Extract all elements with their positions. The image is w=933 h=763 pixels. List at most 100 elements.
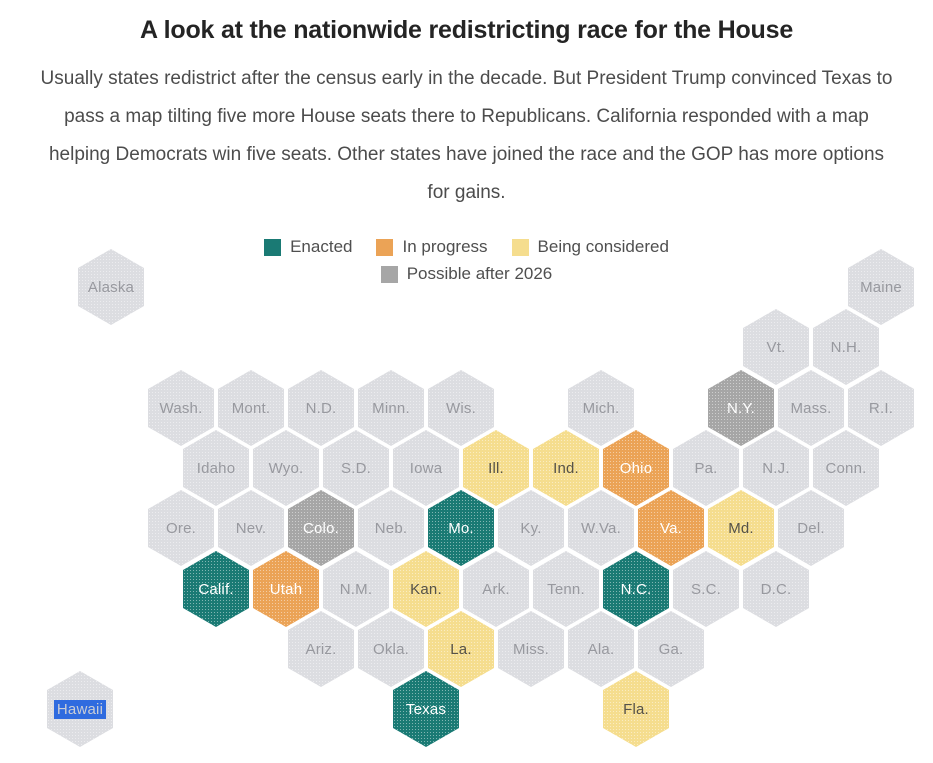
state-label: Utah xyxy=(269,580,303,598)
state-label: Conn. xyxy=(825,459,867,477)
state-hex-ohio[interactable]: Ohio xyxy=(603,430,669,506)
state-hex-la[interactable]: La. xyxy=(428,611,494,687)
state-hex-wva[interactable]: W.Va. xyxy=(568,490,634,566)
state-hex-ore[interactable]: Ore. xyxy=(148,490,214,566)
state-hex-mont[interactable]: Mont. xyxy=(218,370,284,446)
state-label: Miss. xyxy=(513,640,549,658)
state-label: N.H. xyxy=(830,338,862,356)
state-hex-vt[interactable]: Vt. xyxy=(743,309,809,385)
state-label: R.I. xyxy=(868,399,894,417)
state-label: N.M. xyxy=(339,580,373,598)
state-hex-alaska[interactable]: Alaska xyxy=(78,249,144,325)
state-hex-nm[interactable]: N.M. xyxy=(323,551,389,627)
state-hex-conn[interactable]: Conn. xyxy=(813,430,879,506)
state-label: Md. xyxy=(728,519,754,537)
legend-swatch-in_progress xyxy=(376,238,394,256)
state-label: Pa. xyxy=(694,459,718,477)
state-hex-calif[interactable]: Calif. xyxy=(183,551,249,627)
state-hex-ri[interactable]: R.I. xyxy=(848,370,914,446)
state-hex-wis[interactable]: Wis. xyxy=(428,370,494,446)
state-label: D.C. xyxy=(760,580,792,598)
state-label: Ga. xyxy=(658,640,684,658)
state-label: Texas xyxy=(405,700,447,718)
state-label: Calif. xyxy=(198,580,234,598)
state-hex-kan[interactable]: Kan. xyxy=(393,551,459,627)
state-hex-miss[interactable]: Miss. xyxy=(498,611,564,687)
state-hex-ny[interactable]: N.Y. xyxy=(708,370,774,446)
state-hex-colo[interactable]: Colo. xyxy=(288,490,354,566)
state-hex-ariz[interactable]: Ariz. xyxy=(288,611,354,687)
state-hex-wash[interactable]: Wash. xyxy=(148,370,214,446)
state-label: Minn. xyxy=(372,399,410,417)
legend-item-possible: Possible after 2026 xyxy=(380,264,553,284)
state-label: Ore. xyxy=(166,519,196,537)
state-hex-idaho[interactable]: Idaho xyxy=(183,430,249,506)
state-hex-ind[interactable]: Ind. xyxy=(533,430,599,506)
state-hex-nev[interactable]: Nev. xyxy=(218,490,284,566)
state-hex-mich[interactable]: Mich. xyxy=(568,370,634,446)
legend-swatch-considered xyxy=(511,238,529,256)
state-label: Mass. xyxy=(790,399,832,417)
state-label: Hawaii xyxy=(53,699,107,719)
state-hex-fla[interactable]: Fla. xyxy=(603,671,669,747)
state-hex-minn[interactable]: Minn. xyxy=(358,370,424,446)
selected-text-highlight: Hawaii xyxy=(53,699,107,719)
state-hex-maine[interactable]: Maine xyxy=(848,249,914,325)
state-hex-pa[interactable]: Pa. xyxy=(673,430,739,506)
state-hex-nh[interactable]: N.H. xyxy=(813,309,879,385)
state-label: Ohio xyxy=(619,459,653,477)
state-hex-nj[interactable]: N.J. xyxy=(743,430,809,506)
state-hex-ky[interactable]: Ky. xyxy=(498,490,564,566)
state-hex-ga[interactable]: Ga. xyxy=(638,611,704,687)
state-label: N.C. xyxy=(620,580,652,598)
state-hex-texas[interactable]: Texas xyxy=(393,671,459,747)
state-label: Fla. xyxy=(623,700,649,718)
state-hex-mo[interactable]: Mo. xyxy=(428,490,494,566)
state-hex-wyo[interactable]: Wyo. xyxy=(253,430,319,506)
legend-item-enacted: Enacted xyxy=(264,237,352,257)
state-label: S.C. xyxy=(691,580,721,598)
intro-text: Usually states redistrict after the cens… xyxy=(40,68,893,203)
state-label: Ark. xyxy=(482,580,510,598)
state-hex-sd[interactable]: S.D. xyxy=(323,430,389,506)
state-label: Ind. xyxy=(553,459,579,477)
legend-swatch-possible xyxy=(380,265,398,283)
state-hex-neb[interactable]: Neb. xyxy=(358,490,424,566)
page-title: A look at the nationwide redistricting r… xyxy=(139,16,794,44)
state-label: Kan. xyxy=(410,580,442,598)
state-hex-ark[interactable]: Ark. xyxy=(463,551,529,627)
state-label: Okla. xyxy=(372,640,409,658)
state-hex-utah[interactable]: Utah xyxy=(253,551,319,627)
state-hex-hawaii[interactable]: Hawaii xyxy=(47,671,113,747)
legend-label: Enacted xyxy=(290,237,353,256)
state-hex-tenn[interactable]: Tenn. xyxy=(533,551,599,627)
state-hex-iowa[interactable]: Iowa xyxy=(393,430,459,506)
state-label: Del. xyxy=(797,519,825,537)
state-label: Maine xyxy=(860,278,902,296)
state-label: Wyo. xyxy=(268,459,304,477)
state-label: Ala. xyxy=(587,640,615,658)
legend-row-2: Possible after 2026 xyxy=(0,264,933,284)
state-hex-md[interactable]: Md. xyxy=(708,490,774,566)
legend-label: Possible after 2026 xyxy=(406,264,553,283)
state-hex-dc[interactable]: D.C. xyxy=(743,551,809,627)
state-hex-nc[interactable]: N.C. xyxy=(603,551,669,627)
state-label: Ariz. xyxy=(305,640,337,658)
state-label: Wash. xyxy=(159,399,203,417)
state-label: N.D. xyxy=(305,399,337,417)
state-label: Mont. xyxy=(231,399,271,417)
state-hex-del[interactable]: Del. xyxy=(778,490,844,566)
state-hex-ala[interactable]: Ala. xyxy=(568,611,634,687)
state-label: Colo. xyxy=(302,519,340,537)
state-hex-ill[interactable]: Ill. xyxy=(463,430,529,506)
state-label: Mich. xyxy=(582,399,620,417)
state-hex-va[interactable]: Va. xyxy=(638,490,704,566)
state-label: Vt. xyxy=(766,338,786,356)
state-hex-mass[interactable]: Mass. xyxy=(778,370,844,446)
state-hex-nd[interactable]: N.D. xyxy=(288,370,354,446)
state-hex-okla[interactable]: Okla. xyxy=(358,611,424,687)
state-label: N.Y. xyxy=(726,399,756,417)
state-hex-sc[interactable]: S.C. xyxy=(673,551,739,627)
state-label: Idaho xyxy=(196,459,236,477)
